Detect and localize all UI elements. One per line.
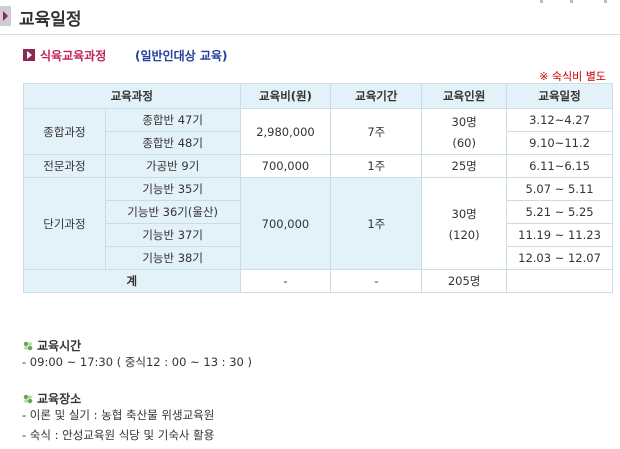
header-fee: 교육비(원) <box>239 83 332 109</box>
headcount-value: 30명 <box>451 114 477 129</box>
education-time-heading: 교육시간 <box>23 337 81 354</box>
category-cell: 전문과정 <box>23 154 106 178</box>
dates-cell: 3.12~4.27 <box>506 108 613 132</box>
table-row: 종합반 48기 9.10~11.2 <box>24 131 613 155</box>
header-headcount: 교육인원 <box>421 83 508 109</box>
table-row: 단기과정 기능반 35기 700,000 1주 30명 (120) 5.07 ~… <box>23 177 613 270</box>
dot-icon <box>604 0 607 3</box>
dates-cell: 6.11~6.15 <box>506 154 613 178</box>
schedule-table: 교육과정 교육비(원) 교육기간 교육인원 교육일정 종합과정 종합반 47기 … <box>23 83 613 293</box>
course-name: 가공반 9기 <box>104 154 241 178</box>
table-row: 종합과정 종합반 47기 2,980,000 7주 30명 (60) 3.12~… <box>23 108 613 155</box>
total-row: 계 - - 205명 <box>23 269 613 293</box>
period-cell: 1주 <box>330 154 423 178</box>
category-cell: 종합과정 <box>23 108 106 155</box>
fee-cell: 700,000 <box>239 154 332 178</box>
course-name: 기능반 35기 <box>104 177 241 201</box>
section-title: 식육교육과정 <box>40 49 107 63</box>
fee-cell: 700,000 <box>239 177 332 270</box>
dates-cell: 5.07 ~ 5.11 <box>506 177 613 201</box>
leaf-bullet-icon <box>23 394 33 404</box>
total-label: 계 <box>23 269 241 293</box>
period-cell: 1주 <box>330 177 423 270</box>
table-header-row: 교육과정 교육비(원) 교육기간 교육인원 교육일정 <box>23 83 613 109</box>
period-cell: 7주 <box>330 108 423 155</box>
course-name: 종합반 48기 <box>104 131 241 155</box>
total-fee: - <box>239 269 332 293</box>
total-period: - <box>330 269 423 293</box>
education-place-line: - 숙식 : 안성교육원 식당 및 기숙사 활용 <box>22 428 215 442</box>
table-row: 기능반 38기 12.03 ~ 12.07 <box>24 246 613 270</box>
total-dates <box>506 269 613 293</box>
dates-cell: 12.03 ~ 12.07 <box>506 246 613 270</box>
headcount-sub: (120) <box>448 227 480 242</box>
arrow-right-icon <box>23 49 35 61</box>
dates-cell: 5.21 ~ 5.25 <box>506 200 613 224</box>
dot-icon <box>570 0 573 3</box>
headcount-value: 30명 <box>451 206 477 221</box>
leaf-bullet-icon <box>23 341 33 351</box>
title-marker-icon <box>0 6 11 26</box>
education-place-heading: 교육장소 <box>23 390 81 407</box>
page-title: 교육일정 <box>19 10 82 30</box>
fee-cell: 2,980,000 <box>239 108 332 155</box>
table-row: 전문과정 가공반 9기 700,000 1주 25명 6.11~6.15 <box>23 154 613 178</box>
dates-cell: 11.19 ~ 11.23 <box>506 223 613 247</box>
headcount-cell: 30명 (120) <box>421 177 508 270</box>
headcount-cell: 30명 (60) <box>421 108 508 155</box>
table-row: 기능반 37기 11.19 ~ 11.23 <box>24 223 613 247</box>
dot-icon <box>540 0 543 3</box>
table-row: 기능반 36기(울산) 5.21 ~ 5.25 <box>24 200 613 224</box>
headcount-sub: (60) <box>452 135 476 150</box>
headcount-cell: 25명 <box>421 154 508 178</box>
lodging-note: ※ 숙식비 별도 <box>539 70 606 83</box>
header-schedule: 교육일정 <box>506 83 613 109</box>
course-name: 기능반 38기 <box>104 246 241 270</box>
course-name: 종합반 47기 <box>104 108 241 132</box>
dates-cell: 9.10~11.2 <box>506 131 613 155</box>
course-name: 기능반 36기(울산) <box>104 200 241 224</box>
page-header: 교육일정 <box>0 0 620 35</box>
section-subtitle: (일반인대상 교육) <box>135 49 228 63</box>
category-cell: 단기과정 <box>23 177 106 270</box>
header-period: 교육기간 <box>330 83 423 109</box>
total-headcount: 205명 <box>421 269 508 293</box>
header-course: 교육과정 <box>23 83 241 109</box>
education-place-line: - 이론 및 실기 : 농협 축산물 위생교육원 <box>22 408 215 422</box>
course-name: 기능반 37기 <box>104 223 241 247</box>
education-time-text: - 09:00 ~ 17:30 ( 중식12 : 00 ~ 13 : 30 ) <box>22 355 252 369</box>
